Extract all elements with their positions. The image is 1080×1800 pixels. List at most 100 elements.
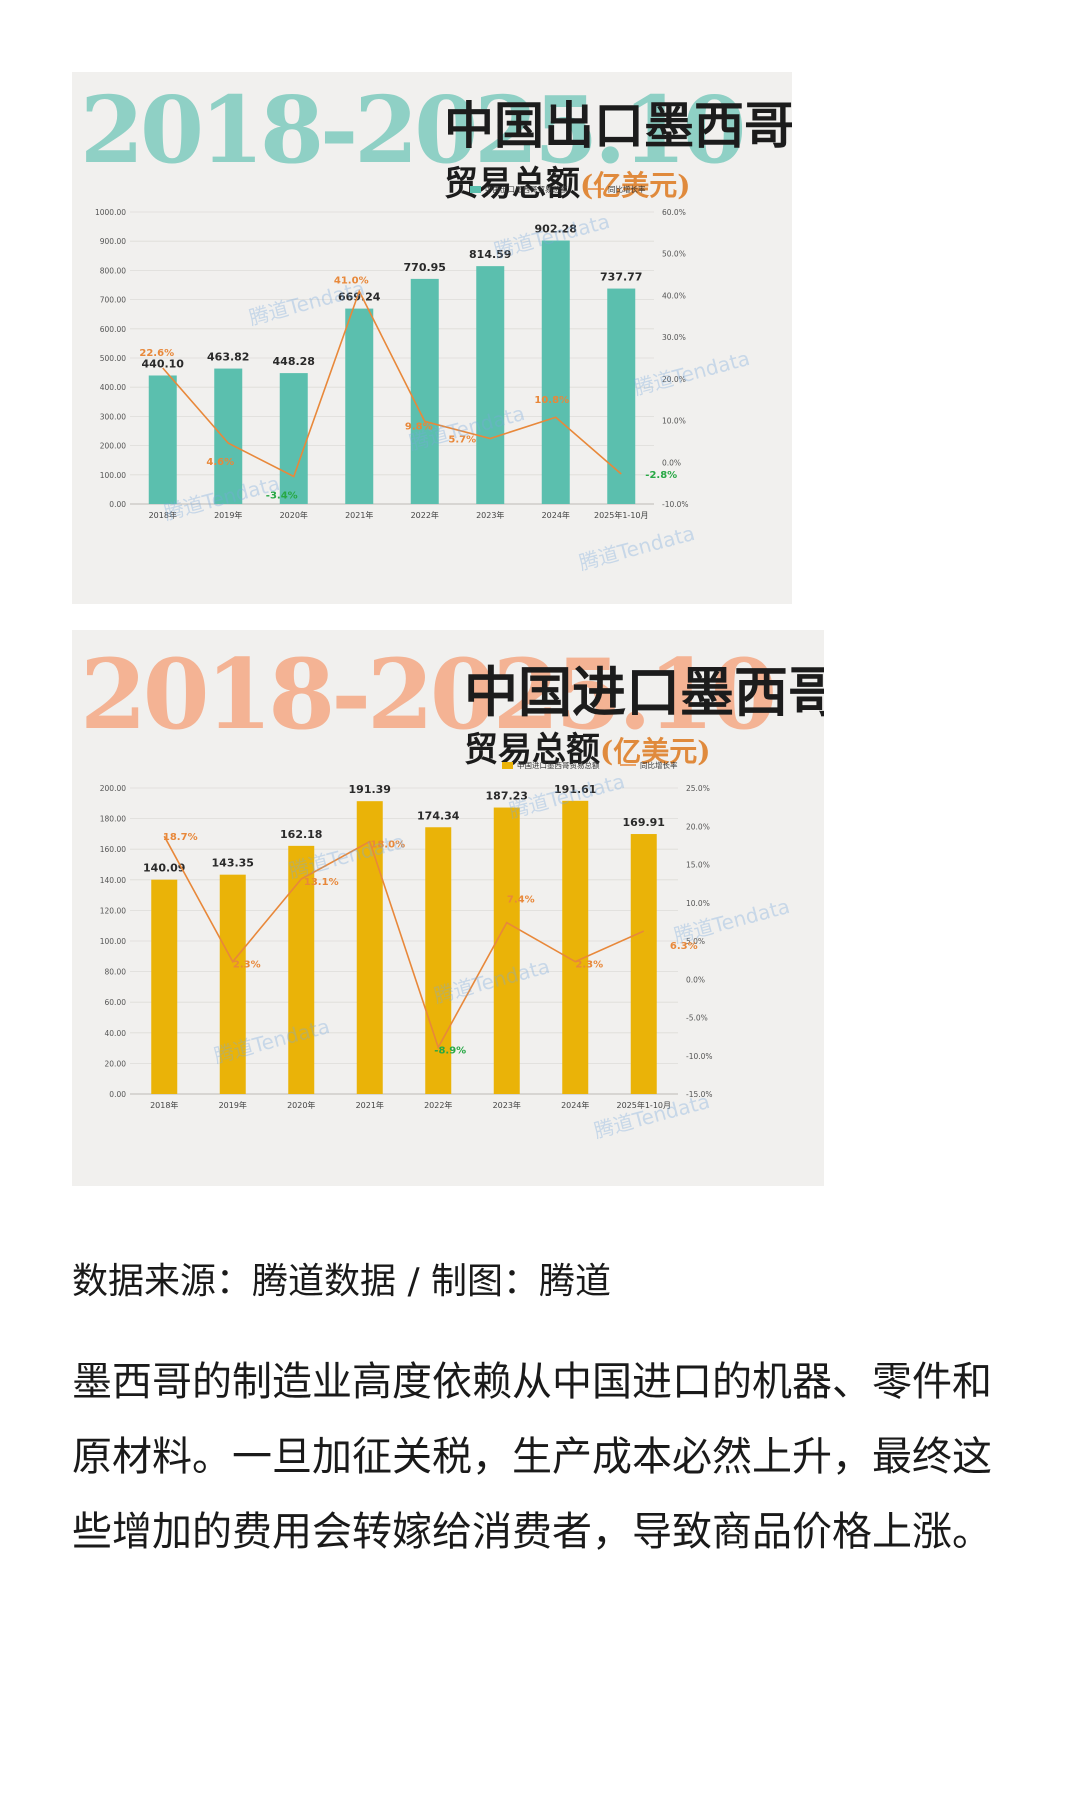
y-axis-tick-label: 0.00	[109, 500, 126, 509]
growth-rate-label: 5.7%	[448, 435, 476, 446]
bar-value-label: 140.09	[143, 862, 185, 875]
export-chart-plot: 0.00 100.00 200.00 300.00 400.00 500.00 600.00…	[95, 184, 689, 520]
chart-subtitle-main: 贸易总额	[444, 164, 580, 204]
growth-rate-label: 18.0%	[370, 840, 405, 851]
chart-year-range: 2018-2025.10	[80, 638, 777, 751]
y2-axis-tick-label: 10.0%	[686, 899, 710, 908]
bar-value-label: 169.91	[623, 816, 665, 829]
chart-subtitle: 贸易总额(亿美元)	[444, 156, 691, 205]
x-axis-tick-label: 2018年	[150, 1100, 178, 1110]
x-axis-tick-label: 2020年	[287, 1100, 315, 1110]
legend-swatch-bar	[502, 762, 513, 769]
y-axis-tick-label: 200.00	[100, 784, 126, 793]
y2-axis-tick-label: 60.0%	[662, 208, 686, 217]
y2-axis-tick-label: 15.0%	[686, 861, 710, 870]
growth-rate-line	[162, 289, 622, 478]
bar	[356, 801, 383, 1094]
growth-rate-line	[163, 835, 645, 1050]
bar-value-label: 814.59	[469, 248, 511, 261]
y2-axis-tick-label: 10.0%	[662, 417, 686, 426]
growth-rate-label: 41.0%	[334, 275, 369, 286]
bar	[476, 266, 505, 504]
bar-value-label: 463.82	[207, 351, 249, 364]
y-axis-tick-label: 300.00	[100, 412, 126, 421]
bar-value-label: 191.61	[554, 783, 596, 796]
growth-rate-label: -2.8%	[645, 470, 677, 481]
x-axis-tick-label: 2021年	[356, 1100, 384, 1110]
legend-label: 中国进口墨西哥贸易总额	[517, 760, 600, 770]
x-axis-tick-label: 2018年	[149, 510, 177, 520]
growth-rate-label: 7.4%	[507, 895, 535, 906]
bar-value-label: 143.35	[212, 857, 254, 870]
y2-axis-tick-label: 20.0%	[686, 822, 710, 831]
y2-axis-tick-label: 20.0%	[662, 375, 686, 384]
bar	[214, 368, 243, 504]
legend-swatch-bar	[470, 186, 481, 193]
bar	[493, 807, 520, 1094]
chart-subtitle: 贸易总额(亿美元)	[464, 722, 711, 771]
y-axis-tick-label: 160.00	[100, 845, 126, 854]
x-axis-tick-label: 2025年1-10月	[616, 1100, 671, 1110]
chart-subtitle-main: 贸易总额	[464, 730, 600, 770]
x-axis-tick-label: 2022年	[411, 510, 439, 520]
bar	[148, 375, 177, 504]
data-source-caption: 数据来源：腾道数据 / 制图：腾道	[72, 1261, 612, 1302]
y2-axis-tick-label: -15.0%	[686, 1090, 713, 1099]
bar	[151, 879, 178, 1094]
x-axis-tick-label: 2023年	[493, 1100, 521, 1110]
x-axis-tick-label: 2024年	[561, 1100, 589, 1110]
y2-axis-tick-label: -10.0%	[662, 500, 689, 509]
bar	[279, 373, 308, 504]
growth-rate-label: -8.9%	[434, 1045, 466, 1056]
bar-value-label: 669.24	[338, 291, 381, 304]
bar	[345, 308, 374, 504]
legend-label: 中国出口墨西哥贸易总额	[485, 184, 568, 194]
bar-value-label: 440.10	[142, 357, 185, 370]
bar	[562, 800, 589, 1094]
y-axis-tick-label: 60.00	[105, 998, 127, 1007]
import-chart-panel: 2018-2025.10 中国进口墨西哥 贸易总额(亿美元) 0.00 20.00…	[72, 630, 824, 1186]
bar-value-label: 191.39	[349, 783, 391, 796]
bar	[425, 827, 452, 1094]
y-axis-tick-label: 0.00	[109, 1090, 126, 1099]
growth-rate-label: -3.4%	[266, 490, 298, 501]
y-axis-tick-label: 40.00	[105, 1029, 127, 1038]
export-chart-panel: 2018-2025.10 中国出口墨西哥 贸易总额(亿美元) 0.00 100.0…	[72, 72, 792, 604]
bar	[541, 240, 570, 504]
y-axis-tick-label: 100.00	[100, 471, 126, 480]
bar-value-label: 770.95	[404, 261, 446, 274]
chart-year-range: 2018-2025.10	[80, 76, 746, 184]
chart-subtitle-unit: (亿美元)	[600, 735, 711, 768]
growth-rate-label: 2.3%	[233, 960, 261, 971]
y-axis-tick-label: 500.00	[100, 354, 126, 363]
growth-rate-label: 22.6%	[139, 348, 174, 359]
y-axis-tick-label: 400.00	[100, 383, 126, 392]
y2-axis-tick-label: 30.0%	[662, 333, 686, 342]
growth-rate-label: 18.7%	[163, 832, 198, 843]
y-axis-tick-label: 700.00	[100, 296, 126, 305]
y2-axis-tick-label: -10.0%	[686, 1052, 713, 1061]
x-axis-tick-label: 2024年	[542, 510, 570, 520]
y-axis-tick-label: 80.00	[105, 968, 127, 977]
x-axis-tick-label: 2023年	[476, 510, 504, 520]
growth-rate-label: 2.3%	[575, 960, 603, 971]
growth-rate-label: 9.8%	[405, 421, 433, 432]
bar-value-label: 737.77	[600, 271, 642, 284]
y-axis-tick-label: 20.00	[105, 1059, 127, 1068]
legend-label: 同比增长率	[608, 184, 646, 194]
y-axis-tick-label: 900.00	[100, 237, 126, 246]
y-axis-tick-label: 140.00	[100, 876, 126, 885]
bar	[630, 834, 657, 1094]
y2-axis-tick-label: 0.0%	[662, 458, 681, 467]
y-axis-tick-label: 800.00	[100, 266, 126, 275]
y-axis-tick-label: 100.00	[100, 937, 126, 946]
y2-axis-tick-label: 40.0%	[662, 291, 686, 300]
bar-value-label: 174.34	[417, 809, 460, 822]
bar-value-label: 187.23	[486, 790, 528, 803]
bar-value-label: 902.28	[535, 223, 577, 236]
y-axis-tick-label: 120.00	[100, 906, 126, 915]
bar	[288, 845, 315, 1094]
bar-value-label: 162.18	[280, 828, 322, 841]
y2-axis-tick-label: 5.0%	[686, 937, 705, 946]
x-axis-tick-label: 2019年	[219, 1100, 247, 1110]
